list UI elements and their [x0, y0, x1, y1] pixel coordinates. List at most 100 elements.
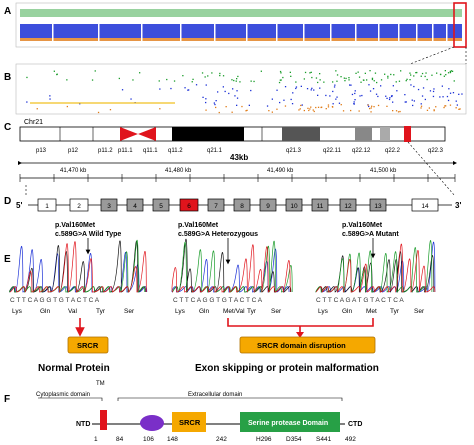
snp-point	[231, 79, 233, 81]
snp-point	[369, 90, 372, 92]
snp-point	[315, 106, 317, 109]
snp-point	[250, 89, 252, 92]
snp-point	[300, 104, 302, 107]
exon-7	[207, 198, 225, 212]
snp-point	[448, 88, 450, 90]
snp-point	[372, 88, 375, 90]
snp-point	[422, 87, 425, 89]
snp-point	[406, 78, 408, 80]
sequence-wt: C T T C A G G T G T A C T C A	[10, 297, 100, 304]
chromatogram-trace	[9, 241, 147, 293]
snp-point	[170, 87, 172, 90]
snp-point	[405, 80, 407, 82]
snp-point	[336, 96, 338, 98]
snp-point	[447, 99, 450, 102]
snp-point	[412, 104, 414, 107]
codon-wt: Tyr	[96, 308, 106, 315]
band-label: p12	[68, 148, 79, 154]
panel-label-d: D	[4, 196, 11, 207]
centromere-p	[120, 127, 138, 141]
snp-point	[335, 98, 337, 100]
snp-point	[385, 95, 387, 97]
snp-point	[319, 73, 321, 75]
snp-point	[248, 104, 250, 106]
snp-point	[166, 78, 168, 81]
catalytic-d: D354	[286, 436, 302, 443]
band-label: q11.2	[168, 148, 183, 154]
snp-point	[205, 109, 207, 111]
snp-point	[202, 96, 204, 98]
snp-point	[308, 109, 310, 112]
snp-point	[436, 72, 438, 74]
chromosome-separator	[246, 22, 248, 41]
band-label: q11.1	[143, 148, 158, 154]
snp-point	[317, 94, 319, 96]
snp-point	[342, 110, 345, 112]
snp-point	[236, 97, 239, 99]
snp-point	[291, 103, 294, 105]
snp-point	[449, 71, 452, 74]
snp-point	[449, 70, 451, 73]
snp-point	[332, 90, 334, 93]
centromere-q	[138, 127, 156, 141]
snp-point	[369, 70, 371, 72]
codon-mut: Tyr	[390, 308, 400, 315]
snp-point	[246, 109, 248, 111]
snp-point	[317, 81, 319, 84]
exon-8	[233, 198, 251, 212]
snp-point	[367, 104, 369, 106]
variant-label: p.Val160Met	[55, 222, 96, 229]
snp-point	[49, 98, 51, 100]
snp-point	[334, 84, 336, 86]
band-label: p11.1	[118, 148, 133, 154]
snp-point	[173, 80, 176, 82]
exon-label: 14	[421, 203, 429, 210]
band-label: q21.3	[286, 148, 302, 154]
chromosome-separator	[432, 22, 434, 41]
exon-label: 8	[240, 203, 244, 210]
snp-point	[213, 102, 215, 104]
band-labels: p13 p12 p11.2 p11.1 q11.1 q11.2 q21.1 q2…	[36, 148, 444, 154]
srcr-box	[67, 336, 109, 354]
snp-point	[373, 80, 375, 82]
snp-point	[409, 79, 411, 81]
snp-point	[440, 73, 442, 76]
chromosome-separator	[180, 22, 182, 41]
snp-point	[299, 108, 301, 110]
exon-1	[37, 198, 57, 212]
position-label: 41,470 kb	[60, 168, 87, 174]
srcr-disruption-box	[239, 336, 376, 354]
snp-point	[187, 89, 189, 91]
snp-point	[431, 74, 433, 76]
exon-label: 13	[374, 203, 382, 210]
snp-point	[282, 76, 284, 79]
band-label: q22.3	[428, 148, 444, 154]
snp-point	[214, 103, 216, 106]
snp-point	[276, 108, 278, 110]
snp-point	[310, 71, 312, 73]
snp-point	[313, 110, 315, 113]
snp-point	[327, 104, 330, 106]
snp-point	[109, 109, 112, 111]
sequence-mut: C T T C A G A T G T A C T C A	[316, 297, 404, 304]
snp-point	[283, 99, 285, 101]
snp-point	[336, 74, 339, 76]
snp-point	[390, 95, 393, 97]
band-label: q22.12	[352, 148, 371, 154]
snp-point	[236, 78, 238, 80]
snp-point	[343, 77, 345, 79]
snp-point	[219, 72, 221, 75]
ldl-domain	[140, 415, 164, 431]
snp-point	[421, 72, 424, 75]
snp-point	[445, 74, 447, 76]
genotype-wt: c.589G>A Wild Type	[55, 231, 121, 238]
snp-point	[355, 72, 357, 74]
snp-point	[426, 109, 429, 111]
snp-point	[345, 77, 347, 80]
snp-point	[215, 106, 217, 109]
snp-point	[397, 111, 400, 113]
snp-point	[97, 111, 100, 114]
position-106: 106	[143, 436, 154, 443]
codon-wt: Gln	[40, 308, 51, 315]
